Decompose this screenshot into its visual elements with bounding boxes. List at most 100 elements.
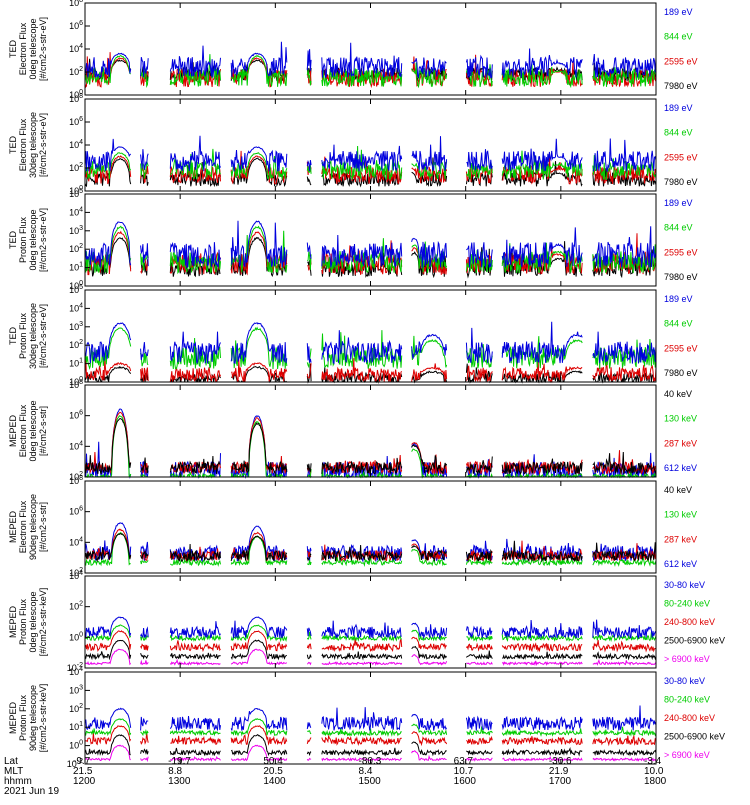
y-tick-label: 101	[69, 262, 83, 273]
footer-hhmm-value: 1800	[644, 776, 667, 787]
panel-ted-proton-0deg: 100 101 102 103 104 105 TED Proton Flux 0deg tel…	[8, 188, 698, 291]
legend-entry: 7980 eV	[664, 177, 698, 187]
footer-lat-value: -30.6	[548, 756, 572, 767]
y-axis-label-line: 30deg telescope	[28, 112, 38, 178]
y-tick-label: 101	[69, 358, 83, 369]
legend-entry: 844 eV	[664, 128, 693, 138]
y-tick-label: 104	[69, 666, 83, 677]
y-tick-label: 104	[69, 536, 83, 547]
y-tick-label: 106	[69, 20, 83, 31]
footer-lat-value: -9.7	[73, 756, 91, 767]
y-axis-label-line: TED	[8, 326, 18, 345]
y-axis-label-line: [#/cm2-s-str-eV]	[38, 17, 48, 81]
legend-entry: 30-80 keV	[664, 580, 705, 590]
footer-lat-value: 50.4	[263, 756, 283, 767]
panel-ted-electron-0deg: 100 102 104 106 108 TED Electron Flux 0deg tele…	[8, 0, 698, 100]
legend-entry: 612 keV	[664, 559, 697, 569]
footer-mlt-value: 20.5	[263, 766, 283, 777]
panel-meped-electron-0deg: 102 104 106 108 MEPED Electron Flux 0deg teles…	[8, 379, 697, 482]
legend-entry: > 6900 keV	[664, 654, 710, 664]
y-tick-label: 104	[69, 206, 83, 217]
y-axis-label-line: [#/cm2-s-str-keV]	[38, 684, 48, 753]
y-axis-label-line: Electron Flux	[18, 404, 28, 457]
y-axis-label-line: [#/cm2-s-str-eV]	[38, 304, 48, 368]
legend-entry: 7980 eV	[664, 272, 698, 282]
footer-hhmm-value: 1600	[453, 776, 476, 787]
y-axis-label-line: TED	[8, 135, 18, 154]
y-tick-label: 108	[69, 379, 83, 390]
panel-ted-proton-30deg: 100 101 102 103 104 105 TED Proton Flux 30deg te…	[8, 284, 698, 387]
legend-entry: 189 eV	[664, 103, 693, 113]
legend-entry: 189 eV	[664, 198, 693, 208]
legend-entry: 7980 eV	[664, 81, 698, 91]
y-tick-label: 10-2	[67, 662, 83, 673]
legend-entry: 287 keV	[664, 438, 697, 448]
legend-entry: 40 keV	[664, 485, 692, 495]
y-axis-label-line: Electron Flux	[18, 500, 28, 553]
series-trace	[84, 630, 657, 653]
legend-entry: 189 eV	[664, 7, 693, 17]
y-axis-label-line: Proton Flux	[18, 598, 28, 645]
y-tick-label: 102	[69, 703, 83, 714]
y-tick-label: 108	[69, 475, 83, 486]
legend-entry: 2595 eV	[664, 152, 698, 162]
y-tick-label: 100	[69, 89, 83, 100]
legend-entry: 240-800 keV	[664, 617, 715, 627]
y-tick-label: 106	[69, 116, 83, 127]
series-trace	[84, 639, 657, 661]
footer-mlt-value: 8.8	[168, 766, 183, 777]
series-trace	[84, 718, 657, 738]
legend-entry: 612 keV	[664, 463, 697, 473]
y-tick-label: 104	[69, 139, 83, 150]
footer-row-label: MLT	[4, 766, 24, 777]
y-axis-label-line: TED	[8, 39, 18, 58]
y-tick-label: 103	[69, 684, 83, 695]
footer-lat-value: -80.3	[358, 756, 382, 767]
y-tick-label: 100	[69, 631, 83, 642]
y-tick-label: 100	[69, 185, 83, 196]
legend-entry: 80-240 keV	[664, 695, 710, 705]
series-trace	[84, 321, 657, 365]
footer-lat-value: 63.7	[453, 756, 474, 767]
y-tick-label: 104	[69, 43, 83, 54]
legend-entry: 287 keV	[664, 534, 697, 544]
footer-mlt-value: 10.7	[453, 766, 474, 777]
y-axis-label-line: 0deg telescope	[28, 591, 38, 652]
y-axis-label-line: Proton Flux	[18, 694, 28, 741]
y-axis-label-line: 90deg telescope	[28, 494, 38, 560]
y-tick-label: 102	[69, 243, 83, 254]
y-tick-label: 102	[69, 471, 83, 482]
footer-hhmm-value: 1200	[73, 776, 96, 787]
y-axis-label-line: Electron Flux	[18, 118, 28, 171]
legend-entry: 40 keV	[664, 389, 692, 399]
panel-frame	[84, 575, 657, 669]
series-trace	[84, 725, 657, 747]
footer-hhmm-value: 1500	[358, 776, 381, 787]
y-axis-label-line: Proton Flux	[18, 312, 28, 359]
y-tick-label: 102	[69, 162, 83, 173]
legend-entry: 7980 eV	[664, 368, 698, 378]
y-tick-label: 108	[69, 93, 83, 104]
y-axis-label-line: 90deg telescope	[28, 685, 38, 751]
y-tick-label: 104	[69, 302, 83, 313]
y-axis-label-line: MEPED	[8, 606, 18, 639]
series-trace	[84, 353, 657, 384]
panel-ted-electron-30deg: 100 102 104 106 108 TED Electron Flux 30deg tel…	[8, 93, 698, 196]
legend-entry: > 6900 keV	[664, 750, 710, 760]
series-trace	[84, 417, 657, 476]
legend-entry: 30-80 keV	[664, 676, 705, 686]
y-axis-label-line: [#/cm2-s-str]	[38, 502, 48, 552]
series-trace	[84, 734, 657, 757]
legend-entry: 2500-6900 keV	[664, 732, 725, 742]
footer-mlt-value: 21.5	[73, 766, 93, 777]
y-tick-label: 10-2	[67, 758, 83, 769]
series-trace	[84, 533, 657, 563]
y-tick-label: 102	[69, 339, 83, 350]
y-axis-label-line: MEPED	[8, 415, 18, 448]
footer-mlt-value: 10.0	[644, 766, 664, 777]
footer-lat-value: -19.7	[168, 756, 191, 767]
